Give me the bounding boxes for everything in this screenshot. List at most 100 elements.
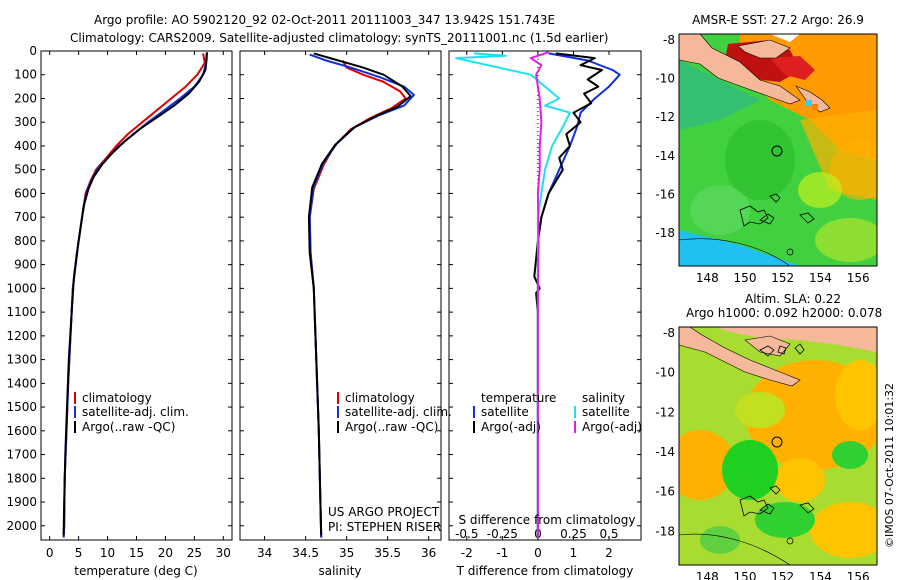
y-tick-label: 1000 xyxy=(6,281,37,295)
temperature-legend: climatology satellite-adj. clim. Argo(..… xyxy=(74,391,189,434)
x-tick-label: -2 xyxy=(461,546,473,560)
map-y-tick-label: -14 xyxy=(655,149,675,163)
x-tick-label: 1 xyxy=(570,546,578,560)
argo-location-marker xyxy=(771,145,783,157)
y-tick-label: 1700 xyxy=(6,448,37,462)
x-tick-label: 35 xyxy=(339,546,354,560)
x-tick-label: 15 xyxy=(129,546,144,560)
map-x-tick-label: 156 xyxy=(847,271,870,285)
series-group xyxy=(62,52,209,538)
map-y-tick-label: -14 xyxy=(655,445,675,459)
map-x-tick-label: 150 xyxy=(734,570,757,580)
map-y-tick-label: -18 xyxy=(655,226,675,240)
x-tick-label-s: 0.25 xyxy=(560,527,587,541)
legend-label: satellite xyxy=(481,405,529,419)
salinity-legend: climatology satellite-adj. clim. Argo(..… xyxy=(337,391,452,434)
sst-map-title: AMSR-E SST: 27.2 Argo: 26.9 xyxy=(692,13,864,27)
legend-label: Argo(..raw -QC) xyxy=(82,420,175,434)
y-tick-label: 1500 xyxy=(6,400,37,414)
y-tick-label: 500 xyxy=(14,163,37,177)
x-tick-label: 20 xyxy=(158,546,173,560)
salinity-plot-frame xyxy=(239,50,442,541)
y-tick-label: 900 xyxy=(14,258,37,272)
x-tick-label-s: -0.25 xyxy=(487,527,518,541)
map-y-tick-label: -12 xyxy=(655,110,675,124)
legend-label: Argo(-adj) xyxy=(582,420,642,434)
y-tick-label: 1800 xyxy=(6,471,37,485)
difference-xlabel-s: S difference from climatology xyxy=(459,513,636,527)
watermark: ©IMOS 07-Oct-2011 10:01:32 xyxy=(883,383,896,548)
map-y-tick-label: -8 xyxy=(663,326,675,340)
annotation-project: US ARGO PROJECT xyxy=(328,505,440,519)
map-x-tick-label: 152 xyxy=(771,570,794,580)
x-tick-label: 5 xyxy=(75,546,83,560)
temperature-xlabel: temperature (deg C) xyxy=(74,564,197,578)
y-tick-label: 700 xyxy=(14,210,37,224)
difference-legend: temperature salinity satellite Argo(-adj… xyxy=(473,391,642,434)
legend-label: Argo(-adj) xyxy=(481,420,541,434)
map-x-tick-label: 152 xyxy=(771,271,794,285)
x-tick-label: 30 xyxy=(216,546,231,560)
map-y-tick-label: -10 xyxy=(655,71,675,85)
sla-map-title-2: Argo h1000: 0.092 h2000: 0.078 xyxy=(686,306,882,320)
sst-map xyxy=(679,34,877,266)
legend-label: climatology xyxy=(82,391,152,405)
x-tick-label: 36 xyxy=(421,546,436,560)
x-tick-label-s: -0.5 xyxy=(455,527,478,541)
series-group xyxy=(455,51,621,538)
x-tick-label: 35.5 xyxy=(374,546,401,560)
x-tick-label: 25 xyxy=(187,546,202,560)
map-y-tick-label: -16 xyxy=(655,485,675,499)
series-line-salinity-satellite xyxy=(455,52,571,538)
y-tick-label: 1400 xyxy=(6,376,37,390)
map-y-tick-label: -12 xyxy=(655,405,675,419)
series-line-argo-raw-qc xyxy=(62,52,209,536)
difference-plot-frame xyxy=(448,50,642,541)
y-tick-label: 1300 xyxy=(6,353,37,367)
map-y-tick-label: -8 xyxy=(663,33,675,47)
title-line1: Argo profile: AO 5902120_92 02-Oct-2011 … xyxy=(94,13,555,27)
sst-map-frame xyxy=(678,33,878,267)
x-tick-label: 34 xyxy=(257,546,272,560)
argo-location-marker xyxy=(771,436,783,448)
x-tick-label: 0 xyxy=(46,546,54,560)
sla-map-frame xyxy=(678,326,878,566)
map-x-tick-label: 156 xyxy=(847,570,870,580)
x-tick-label: 2 xyxy=(605,546,613,560)
x-tick-label: 10 xyxy=(100,546,115,560)
series-line-argo-raw-qc xyxy=(307,52,412,536)
y-tick-label: 800 xyxy=(14,234,37,248)
sla-map xyxy=(679,327,877,565)
legend-label: climatology xyxy=(345,391,415,405)
map-y-tick-label: -10 xyxy=(655,366,675,380)
y-tick-label: 400 xyxy=(14,139,37,153)
series-group xyxy=(307,52,415,538)
legend-header-temperature: temperature xyxy=(481,391,556,405)
map-x-tick-label: 150 xyxy=(734,271,757,285)
y-tick-label: 1900 xyxy=(6,495,37,509)
legend-label: satellite-adj. clim. xyxy=(82,405,189,419)
legend-label: satellite xyxy=(582,405,630,419)
x-tick-label: 0 xyxy=(534,546,542,560)
y-tick-label: 1100 xyxy=(6,305,37,319)
legend-label: satellite-adj. clim. xyxy=(345,405,452,419)
map-x-tick-label: 148 xyxy=(696,570,719,580)
salinity-xlabel: salinity xyxy=(318,564,361,578)
map-y-tick-label: -18 xyxy=(655,524,675,538)
series-line-salinity-argo-adj xyxy=(529,51,549,538)
y-tick-label: 1200 xyxy=(6,329,37,343)
difference-xlabel: T difference from climatology xyxy=(456,564,634,578)
y-tick-label: 2000 xyxy=(6,519,37,533)
x-tick-label: 34.5 xyxy=(292,546,319,560)
y-tick-label: 600 xyxy=(14,186,37,200)
y-tick-label: 1600 xyxy=(6,424,37,438)
legend-label: Argo(..raw -QC) xyxy=(345,420,438,434)
legend-header-salinity: salinity xyxy=(582,391,625,405)
x-tick-label-s: 0.5 xyxy=(599,527,618,541)
sla-map-title-1: Altim. SLA: 0.22 xyxy=(745,292,841,306)
y-tick-label: 0 xyxy=(29,44,37,58)
title-line2: Climatology: CARS2009. Satellite-adjuste… xyxy=(70,31,608,45)
annotation-pi: PI: STEPHEN RISER xyxy=(328,520,441,534)
